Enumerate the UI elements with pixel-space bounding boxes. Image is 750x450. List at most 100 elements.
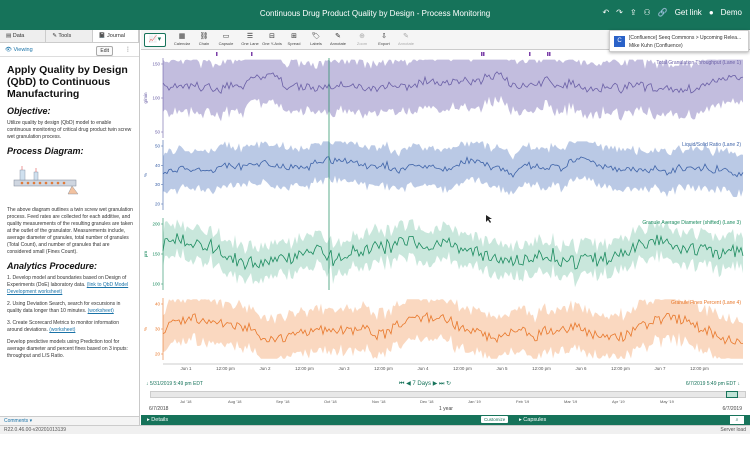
toolbar-spread-button[interactable]: ⊞ Spread: [283, 32, 305, 46]
toolbar-label: Calendar: [173, 41, 191, 46]
signal-line-4[interactable]: [162, 311, 744, 345]
toolbar-annotate-button[interactable]: ✎ Annotate: [395, 32, 417, 46]
tab-tools[interactable]: ✎ Tools: [46, 30, 93, 42]
link-icon[interactable]: 🔗: [657, 8, 668, 17]
objective-text: Utilize quality by design (QbD) model to…: [7, 120, 132, 140]
undo-icon[interactable]: ↶: [602, 8, 610, 17]
signal-line-2[interactable]: [162, 156, 744, 178]
notification-toast[interactable]: C [Confluence] Seeq Commons > Upcoming R…: [609, 30, 749, 52]
capsule-marker[interactable]: [251, 52, 253, 56]
edit-button[interactable]: Edit: [96, 46, 113, 56]
capsule-marker[interactable]: [481, 52, 483, 56]
toolbar-label: Export: [378, 41, 390, 46]
users-icon[interactable]: ⚇: [643, 8, 651, 17]
toolbar-annotate-button[interactable]: ✎ Annotate: [327, 32, 349, 46]
status-bar: R22.0.46.00-v20201013139 Server load: [0, 425, 750, 434]
toolbar-labels-button[interactable]: 🏷 Labels: [305, 32, 327, 46]
overview-month-label: Feb '19: [516, 399, 530, 404]
range-end[interactable]: 6/7/2019: [722, 406, 742, 412]
toolbar-zoom-button[interactable]: ⊕ Zoom: [351, 32, 373, 46]
export-icon: ⇩: [381, 33, 387, 40]
display-range-end[interactable]: 6/7/2019 5:49 pm EDT ↓: [685, 381, 740, 387]
toolbar-label: Annotate: [329, 41, 346, 46]
display-range-start[interactable]: ↓ 5/31/2019 5:49 pm EDT: [146, 381, 203, 387]
signal-band-2: [163, 141, 743, 198]
comments-label: Comments: [4, 418, 29, 424]
trend-chart[interactable]: Total Granulation Throughput (Lane 1) g/m…: [141, 50, 750, 380]
get-link-button[interactable]: Get link: [674, 8, 702, 17]
toolbar-label: One Lane: [241, 41, 259, 46]
step-controls[interactable]: ⏮ ◀ 7 Days ▶ ⏭ ↻: [399, 381, 452, 387]
toolbar-label: One Y-Axis: [262, 41, 282, 46]
overview-month-labels: Jul '18 Aug '18 Sep '18 Oct '18 Nov '18 Dec '…: [150, 399, 746, 406]
more-icon[interactable]: ⋮: [125, 47, 131, 53]
y-tick-label: 20: [155, 352, 161, 357]
capsule-marker[interactable]: [529, 52, 531, 56]
overview-month-label: Oct '18: [324, 399, 337, 404]
comments-bar[interactable]: Comments ▾: [0, 416, 139, 425]
tab-data[interactable]: ▤ Data: [0, 30, 47, 42]
signal-line-3[interactable]: [162, 233, 744, 271]
y-tick-label: 40: [155, 302, 161, 307]
toolbar-one-y-axis-button[interactable]: ⊟ One Y-Axis: [261, 32, 283, 46]
overview-month-label: May '19: [660, 399, 674, 404]
overview-month-label: Jan '19: [468, 399, 481, 404]
deviation-worksheet-link[interactable]: (worksheet): [87, 308, 114, 314]
range-start[interactable]: 6/7/2018: [149, 406, 169, 412]
page-footer-space: [0, 434, 750, 450]
diagram-text: The above diagram outlines a twin screw …: [7, 207, 133, 255]
user-icon[interactable]: ●: [708, 8, 714, 17]
x-tick-label: Jun 3: [338, 366, 350, 371]
capsules-toggle[interactable]: ▸ Capsules: [519, 417, 547, 423]
y-axis-unit-2: %: [143, 173, 148, 177]
y-tick-label: 200: [152, 222, 160, 227]
range-duration[interactable]: 1 year: [439, 406, 453, 412]
overview-timeline[interactable]: [150, 391, 746, 398]
step-2-text: 2. Using Deviation Search, search for ex…: [7, 301, 121, 314]
signal-line-1[interactable]: [162, 71, 744, 95]
capsule-marker[interactable]: [216, 52, 218, 56]
x-tick-label: 12:00 pm: [611, 366, 630, 371]
top-bar: Continuous Drug Product Quality by Desig…: [0, 0, 750, 30]
user-menu[interactable]: Demo: [720, 8, 742, 17]
overview-month-label: Nov '18: [372, 399, 386, 404]
overview-month-label: Jul '18: [180, 399, 192, 404]
chart-type-dropdown[interactable]: 📈▾: [144, 33, 166, 47]
toolbar-one-lane-button[interactable]: ☰ One Lane: [239, 32, 261, 46]
search-icon[interactable]: ⌕: [730, 416, 744, 424]
toolbar-export-button[interactable]: ⇩ Export: [373, 32, 395, 46]
details-toggle[interactable]: ▸ Details: [147, 417, 169, 423]
notification-author: Mike Kuhn (Confluence): [629, 43, 683, 49]
spread-icon: ⊞: [291, 33, 297, 40]
x-tick-label: Jun 2: [259, 366, 271, 371]
procedure-step-2: 2. Using Deviation Search, search for ex…: [7, 301, 134, 315]
top-bar-actions: ↶ ↷ ⇪ ⚇ 🔗 Get link ● Demo: [602, 8, 742, 17]
share-icon[interactable]: ⇪: [629, 8, 637, 17]
customize-button[interactable]: Customize: [481, 416, 509, 423]
toolbar-label: Annotate: [397, 41, 414, 46]
capsule-marker[interactable]: [549, 52, 551, 56]
y-tick-label: 30: [155, 327, 161, 332]
toolbar-calendar-button[interactable]: ▦ Calendar: [171, 32, 193, 46]
redo-icon[interactable]: ↷: [616, 8, 623, 17]
toolbar-chain-button[interactable]: ⛓ Chain: [193, 32, 215, 46]
procedure-step-1: 1. Develop model and boundaries based on…: [7, 275, 134, 296]
y-tick-label: 20: [155, 202, 161, 207]
toolbar-label: Spread: [287, 41, 301, 46]
details-label: Details: [151, 417, 169, 423]
overview-selection-handle[interactable]: [726, 391, 738, 398]
capsule-marker[interactable]: [483, 52, 485, 56]
tab-journal[interactable]: 📓 Journal: [92, 30, 139, 42]
version-text: R22.0.46.00-v20201013139: [4, 427, 66, 433]
scorecard-worksheet-link[interactable]: (worksheet): [49, 327, 76, 333]
capsule-marker[interactable]: [547, 52, 549, 56]
tab-journal-label: Journal: [107, 33, 126, 39]
process-diagram[interactable]: [12, 162, 82, 198]
tab-data-label: Data: [12, 33, 25, 39]
toolbar-label: Chain: [198, 41, 210, 46]
y-tick-label: 30: [155, 182, 161, 187]
capsule-icon: ▭: [222, 33, 230, 40]
qbd-model-link[interactable]: (link to QbD Model Development worksheet…: [7, 282, 129, 295]
procedure-heading: Analytics Procedure:: [7, 261, 98, 271]
toolbar-capsule-button[interactable]: ▭ Capsule: [215, 32, 237, 46]
